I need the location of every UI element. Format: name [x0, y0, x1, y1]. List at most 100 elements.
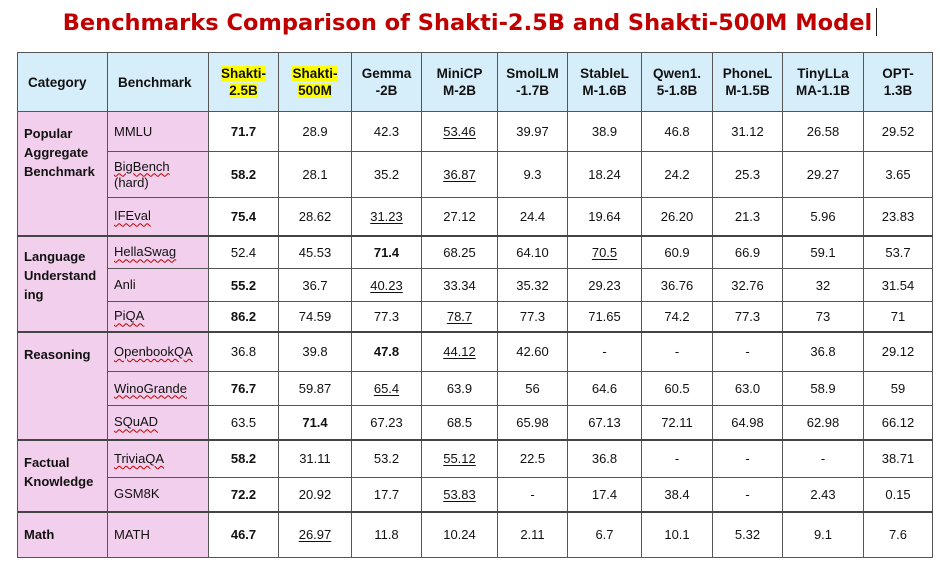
table-cell: 33.34: [421, 268, 498, 302]
table-cell: 17.7: [351, 477, 422, 512]
table-cell: 6.7: [567, 510, 642, 558]
benchmark-name: OpenbookQA: [107, 330, 209, 372]
table-cell: 36.8: [208, 330, 279, 372]
table-cell: 72.11: [641, 405, 713, 440]
table-cell: 3.65: [863, 151, 933, 198]
table-cell: 46.8: [641, 111, 713, 152]
table-cell: 35.32: [497, 268, 568, 302]
table-cell: 9.1: [782, 510, 864, 558]
table-cell: 67.13: [567, 405, 642, 440]
table-cell: 47.8: [351, 330, 422, 372]
table-row: Anli 55.2 36.7 40.23 33.34 35.32 29.23 3…: [18, 268, 933, 302]
table-cell: 17.4: [567, 477, 642, 512]
table-cell: 58.2: [208, 438, 279, 478]
table-cell: 18.24: [567, 151, 642, 198]
table-cell: 26.97: [278, 510, 352, 558]
table-cell: 64.6: [567, 371, 642, 406]
table-cell: 24.2: [641, 151, 713, 198]
table-cell: 62.98: [782, 405, 864, 440]
table-row: Popular Aggregate Benchmark MMLU 71.7 28.9…: [17, 111, 933, 236]
benchmark-name: PiQA: [107, 301, 209, 332]
category-reasoning: Reasoning: [17, 330, 108, 440]
header-phonelm-1.5b: PhoneL M-1.5B: [712, 52, 783, 112]
table-cell: 45.53: [278, 234, 352, 269]
table-cell: 72.2: [208, 477, 279, 512]
table-cell: 53.7: [863, 234, 933, 269]
table-cell: 70.5: [567, 234, 642, 269]
header-shakti-500m: Shakti- 500M: [278, 52, 352, 112]
table-cell: -: [641, 438, 713, 478]
table-cell: 36.7: [278, 268, 352, 302]
table-cell: 39.97: [497, 111, 568, 152]
text-cursor: [876, 8, 878, 36]
table-cell: 10.1: [641, 510, 713, 558]
table-cell: 2.11: [497, 510, 568, 558]
table-cell: 68.5: [421, 405, 498, 440]
table-cell: 31.23: [351, 197, 422, 236]
header-tinyllama-1.1b: TinyLLa MA-1.1B: [782, 52, 864, 112]
table-cell: 53.83: [421, 477, 498, 512]
header-row: Category Benchmark Shakti- 2.5B Shakti- 50…: [17, 52, 933, 112]
table-cell: 5.96: [782, 197, 864, 236]
table-cell: -: [712, 438, 783, 478]
table-cell: 26.20: [641, 197, 713, 236]
table-cell: 26.58: [782, 111, 864, 152]
table-cell: 77.3: [497, 301, 568, 332]
table-cell: 64.10: [497, 234, 568, 269]
table-cell: 31.11: [278, 438, 352, 478]
table-cell: 56: [497, 371, 568, 406]
table-cell: 77.3: [712, 301, 783, 332]
table-cell: 67.23: [351, 405, 422, 440]
table-row: Math MATH 46.7 26.97 11.8 10.24 2.11 6.7…: [17, 510, 933, 558]
table-cell: 53.46: [421, 111, 498, 152]
benchmark-name: MMLU: [107, 111, 209, 152]
table-cell: 24.4: [497, 197, 568, 236]
table-cell: 31.54: [863, 268, 933, 302]
category-math: Math: [17, 510, 108, 558]
table-cell: 71: [863, 301, 933, 332]
header-stablelm-1.6b: StableL M-1.6B: [567, 52, 642, 112]
header-minicpm-2b: MiniCP M-2B: [421, 52, 498, 112]
table-cell: 10.24: [421, 510, 498, 558]
table-cell: 76.7: [208, 371, 279, 406]
table-cell: 32: [782, 268, 864, 302]
table-cell: 55.2: [208, 268, 279, 302]
header-opt-1.3b: OPT- 1.3B: [863, 52, 933, 112]
benchmark-name: MATH: [107, 510, 209, 558]
table-row: BigBench (hard) 58.2 28.1 35.2 36.87 9.3 …: [18, 151, 933, 198]
table-cell: 60.5: [641, 371, 713, 406]
benchmark-table: Category Benchmark Shakti- 2.5B Shakti- 50…: [17, 52, 933, 558]
table-cell: 29.23: [567, 268, 642, 302]
table-cell: 44.12: [421, 330, 498, 372]
benchmark-name: WinoGrande: [107, 371, 209, 406]
table-cell: 59.87: [278, 371, 352, 406]
table-cell: 68.25: [421, 234, 498, 269]
category-factual-knowledge: Factual Knowledge: [17, 438, 108, 512]
table-cell: 71.4: [278, 405, 352, 440]
table-cell: 38.4: [641, 477, 713, 512]
header-category: Category: [17, 52, 108, 112]
header-qwen1.5-1.8b: Qwen1. 5-1.8B: [641, 52, 713, 112]
table-cell: 40.23: [351, 268, 422, 302]
table-cell: 20.92: [278, 477, 352, 512]
table-row: IFEval 75.4 28.62 31.23 27.12 24.4 19.64…: [18, 197, 933, 236]
table-cell: 58.9: [782, 371, 864, 406]
table-cell: 38.71: [863, 438, 933, 478]
table-cell: 5.32: [712, 510, 783, 558]
benchmark-name: BigBench (hard): [107, 151, 209, 198]
table-cell: -: [497, 477, 568, 512]
table-cell: 63.5: [208, 405, 279, 440]
table-cell: 71.65: [567, 301, 642, 332]
table-cell: 71.4: [351, 234, 422, 269]
table-cell: 53.2: [351, 438, 422, 478]
table-cell: 7.6: [863, 510, 933, 558]
header-benchmark: Benchmark: [107, 52, 209, 112]
table-cell: 11.8: [351, 510, 422, 558]
table-cell: 39.8: [278, 330, 352, 372]
table-cell: 78.7: [421, 301, 498, 332]
table-row: SQuAD 63.5 71.4 67.23 68.5 65.98 67.13 7…: [18, 405, 933, 440]
table-cell: 55.12: [421, 438, 498, 478]
header-smollm-1.7b: SmolLM -1.7B: [497, 52, 568, 112]
benchmark-name: IFEval: [107, 197, 209, 236]
table-row: GSM8K 72.2 20.92 17.7 53.83 - 17.4 38.4 …: [18, 477, 933, 512]
